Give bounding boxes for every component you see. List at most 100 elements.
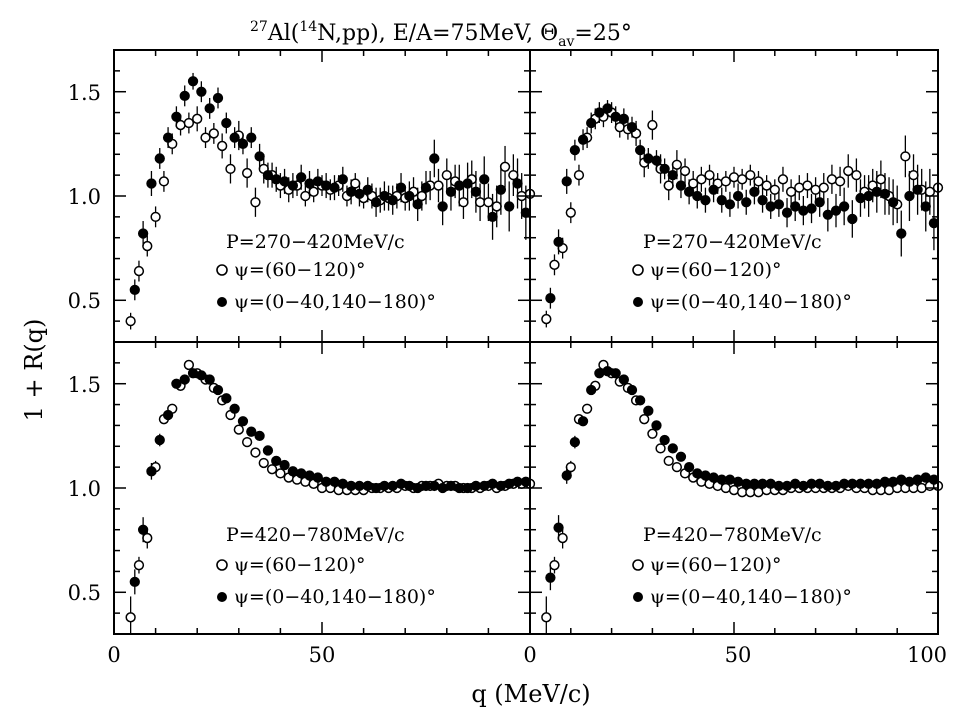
plot-frame bbox=[113, 49, 939, 635]
data-point-filled bbox=[724, 199, 736, 210]
data-point-open bbox=[483, 197, 494, 208]
data-point-filled bbox=[887, 476, 899, 487]
data-point-filled bbox=[187, 368, 199, 379]
data-point-open bbox=[158, 176, 170, 187]
data-point-filled bbox=[896, 474, 907, 485]
x-tick-left-0: 0 bbox=[107, 643, 120, 667]
data-point-open bbox=[728, 172, 740, 183]
data-point-filled bbox=[337, 174, 348, 185]
data-point-open bbox=[834, 176, 846, 187]
data-point-filled bbox=[896, 228, 907, 239]
data-point-open bbox=[769, 184, 780, 195]
data-point-filled bbox=[512, 476, 523, 487]
data-point-filled bbox=[830, 205, 842, 216]
data-point-filled bbox=[765, 201, 776, 212]
legend-filled-label: ψ=(0−40,140−180)° bbox=[650, 291, 852, 313]
data-point-filled bbox=[626, 122, 638, 133]
data-point-filled bbox=[814, 197, 825, 208]
data-point-filled bbox=[618, 113, 629, 124]
y-tick-top-0-5: 0.5 bbox=[68, 289, 101, 313]
data-point-filled bbox=[594, 107, 605, 118]
y-tick-bottom-1-5: 1.5 bbox=[68, 373, 101, 397]
data-point-filled bbox=[429, 153, 440, 164]
data-point-open bbox=[777, 174, 789, 185]
data-point-open bbox=[433, 180, 444, 191]
data-point-filled bbox=[271, 174, 282, 185]
x-tick-left-50: 50 bbox=[309, 643, 336, 667]
legend-open-label: ψ=(60−120)° bbox=[234, 259, 366, 281]
title-sub: av bbox=[558, 34, 574, 50]
data-point-open bbox=[688, 178, 699, 189]
data-point-filled bbox=[246, 132, 257, 143]
data-point-filled bbox=[904, 190, 915, 202]
data-point-filled bbox=[387, 195, 398, 206]
data-point-filled bbox=[404, 480, 415, 492]
legend-filled-label: ψ=(0−40,140−180)° bbox=[234, 291, 436, 313]
data-point-filled bbox=[296, 172, 307, 183]
panel-annotation-top-left: P=270−420MeV/c bbox=[226, 231, 405, 253]
data-point-open bbox=[696, 174, 707, 185]
data-point-filled bbox=[855, 192, 866, 204]
data-point-filled bbox=[370, 197, 382, 208]
data-point-filled bbox=[643, 153, 654, 164]
data-point-open bbox=[491, 201, 502, 212]
data-point-open bbox=[474, 197, 486, 208]
data-point-filled bbox=[437, 482, 448, 494]
data-point-filled bbox=[504, 478, 515, 489]
data-point-open bbox=[125, 612, 136, 623]
x-tick-right-100: 100 bbox=[907, 643, 947, 667]
data-point-filled bbox=[204, 374, 215, 385]
data-point-open bbox=[728, 484, 740, 496]
data-point-filled bbox=[773, 199, 785, 210]
data-point-filled bbox=[321, 180, 332, 191]
data-point-filled bbox=[179, 90, 190, 102]
data-point-filled bbox=[162, 409, 174, 421]
data-point-open bbox=[350, 178, 361, 189]
data-point-filled bbox=[437, 201, 448, 212]
data-point-filled bbox=[254, 430, 265, 442]
data-point-filled bbox=[545, 572, 556, 583]
data-point-filled bbox=[700, 195, 711, 206]
data-point-open bbox=[241, 167, 253, 179]
data-point-filled bbox=[454, 180, 465, 191]
data-point-filled bbox=[379, 190, 390, 202]
data-point-filled bbox=[594, 368, 605, 379]
data-point-filled bbox=[651, 155, 662, 166]
data-point-open bbox=[308, 186, 319, 197]
data-point-filled bbox=[724, 474, 736, 485]
data-point-filled bbox=[732, 476, 744, 487]
title-mid: N,pp), E/A=75MeV, Θ bbox=[317, 21, 558, 46]
data-point-filled bbox=[790, 478, 801, 489]
data-point-filled bbox=[129, 576, 140, 588]
legend-filled-label: ψ=(0−40,140−180)° bbox=[650, 586, 852, 608]
data-point-filled bbox=[495, 184, 507, 195]
data-point-filled bbox=[304, 178, 315, 189]
data-point-open bbox=[557, 532, 568, 544]
data-point-filled bbox=[830, 480, 842, 492]
data-point-filled bbox=[610, 368, 621, 379]
data-point-open bbox=[183, 117, 195, 129]
data-point-filled bbox=[781, 480, 793, 492]
data-point-filled bbox=[610, 111, 621, 122]
data-point-filled bbox=[765, 478, 776, 489]
data-point-open bbox=[416, 190, 427, 202]
data-point-filled bbox=[229, 132, 240, 143]
data-point-filled bbox=[700, 470, 711, 481]
data-point-filled bbox=[221, 117, 232, 129]
data-point-filled bbox=[146, 466, 157, 477]
data-point-filled bbox=[667, 443, 678, 454]
data-point-open bbox=[133, 560, 145, 571]
data-point-filled bbox=[487, 478, 498, 489]
data-point-open bbox=[541, 313, 552, 325]
data-point-open bbox=[266, 464, 278, 475]
data-point-filled bbox=[659, 163, 670, 175]
y-tick-top-1-5: 1.5 bbox=[68, 81, 101, 105]
data-point-filled bbox=[757, 195, 768, 206]
data-point-open bbox=[175, 119, 186, 131]
data-point-open bbox=[241, 436, 253, 448]
data-point-filled bbox=[162, 132, 174, 143]
legend-open-marker bbox=[632, 559, 644, 571]
data-point-filled bbox=[237, 138, 249, 150]
title-al: Al( bbox=[267, 21, 300, 46]
